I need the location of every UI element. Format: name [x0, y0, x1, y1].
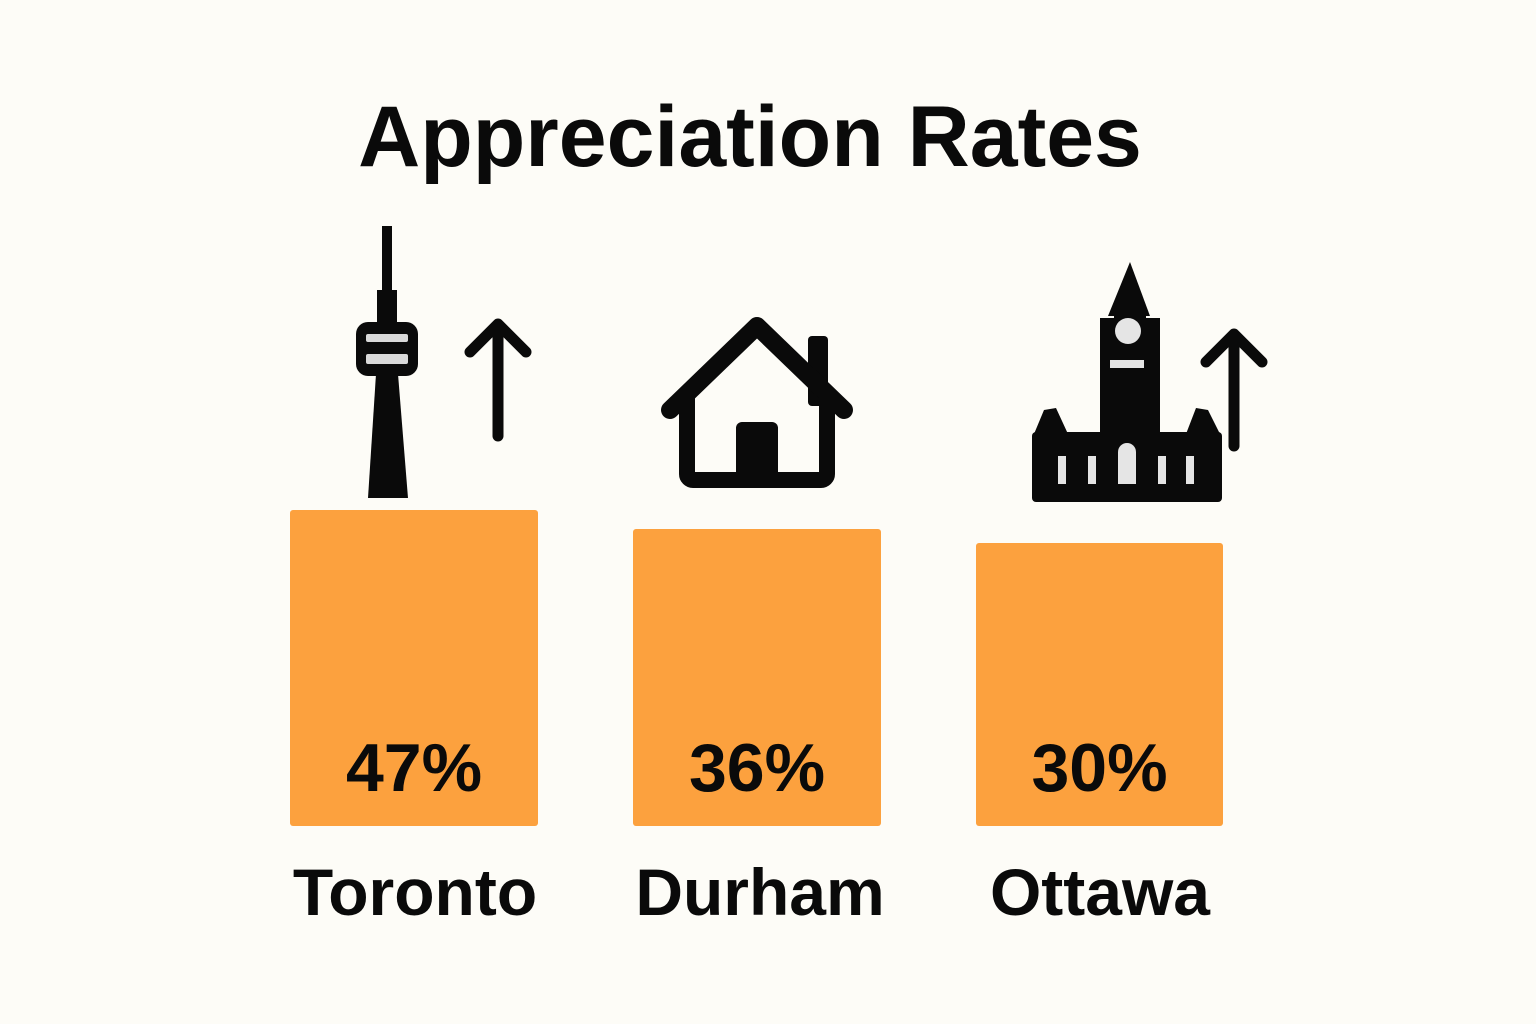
cn-tower-icon [352, 226, 424, 498]
bar-value-durham: 36% [688, 730, 826, 806]
category-label-toronto: Toronto [292, 855, 538, 929]
chart-title: Appreciation Rates [358, 89, 1142, 185]
category-label-durham: Durham [635, 855, 885, 929]
bar-ottawa: 30% [976, 543, 1223, 826]
arrow-up-icon [1196, 328, 1270, 454]
bar-toronto: 47% [290, 510, 538, 826]
bar-value-ottawa: 30% [1031, 730, 1168, 806]
parliament-building-icon [1030, 258, 1224, 504]
category-label-ottawa: Ottawa [989, 855, 1211, 929]
house-icon [660, 314, 856, 490]
bar-durham: 36% [633, 529, 881, 826]
arrow-up-icon [462, 318, 536, 444]
bar-value-toronto: 47% [345, 730, 483, 806]
